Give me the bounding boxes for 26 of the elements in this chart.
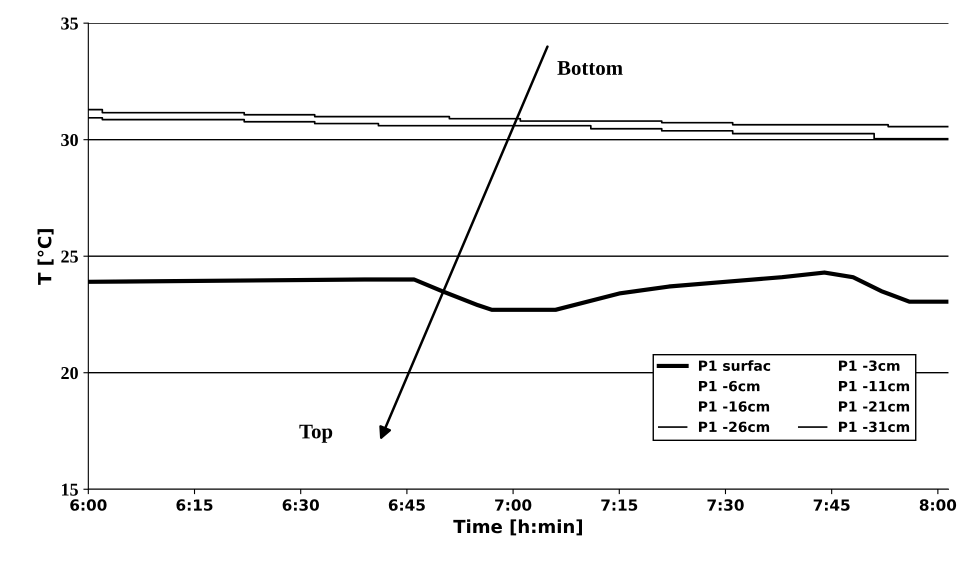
legend-label: P1 -31cm — [838, 422, 910, 432]
legend-label: P1 -26cm — [698, 422, 770, 432]
x-tick-label: 6:00 — [70, 499, 107, 511]
annotation: Top — [299, 424, 332, 443]
y-tick-label: 20 — [61, 366, 78, 380]
x-tick-label: 6:15 — [176, 499, 212, 511]
text: P1 -11cm — [838, 381, 910, 392]
x-tick-label: 7:30 — [708, 499, 744, 511]
x-tick-label: 8:00 — [920, 499, 956, 511]
x-axis-title: Time [h:min] — [453, 519, 582, 536]
x-tick-label: 7:45 — [814, 499, 850, 511]
x-tick-label: 6:30 — [282, 499, 319, 511]
x-tick-label: 7:00 — [495, 499, 532, 511]
text: P1 -3cm — [838, 360, 900, 371]
text: P1 -21cm — [838, 401, 910, 412]
y-tick-label: 15 — [62, 484, 78, 496]
y-tick-label: 25 — [61, 250, 78, 263]
text: P1 -16cm — [698, 401, 770, 412]
y-tick-label: 30 — [61, 134, 78, 146]
text: P1 -6cm — [698, 380, 760, 392]
y-axis-title: T [°C] — [38, 229, 54, 285]
legend-label: P1 surfac — [698, 360, 770, 371]
x-tick-label: 7:15 — [601, 499, 638, 511]
y-tick-label: 35 — [61, 17, 78, 30]
x-tick-label: 6:45 — [388, 499, 425, 511]
annotation: Bottom — [557, 61, 623, 75]
